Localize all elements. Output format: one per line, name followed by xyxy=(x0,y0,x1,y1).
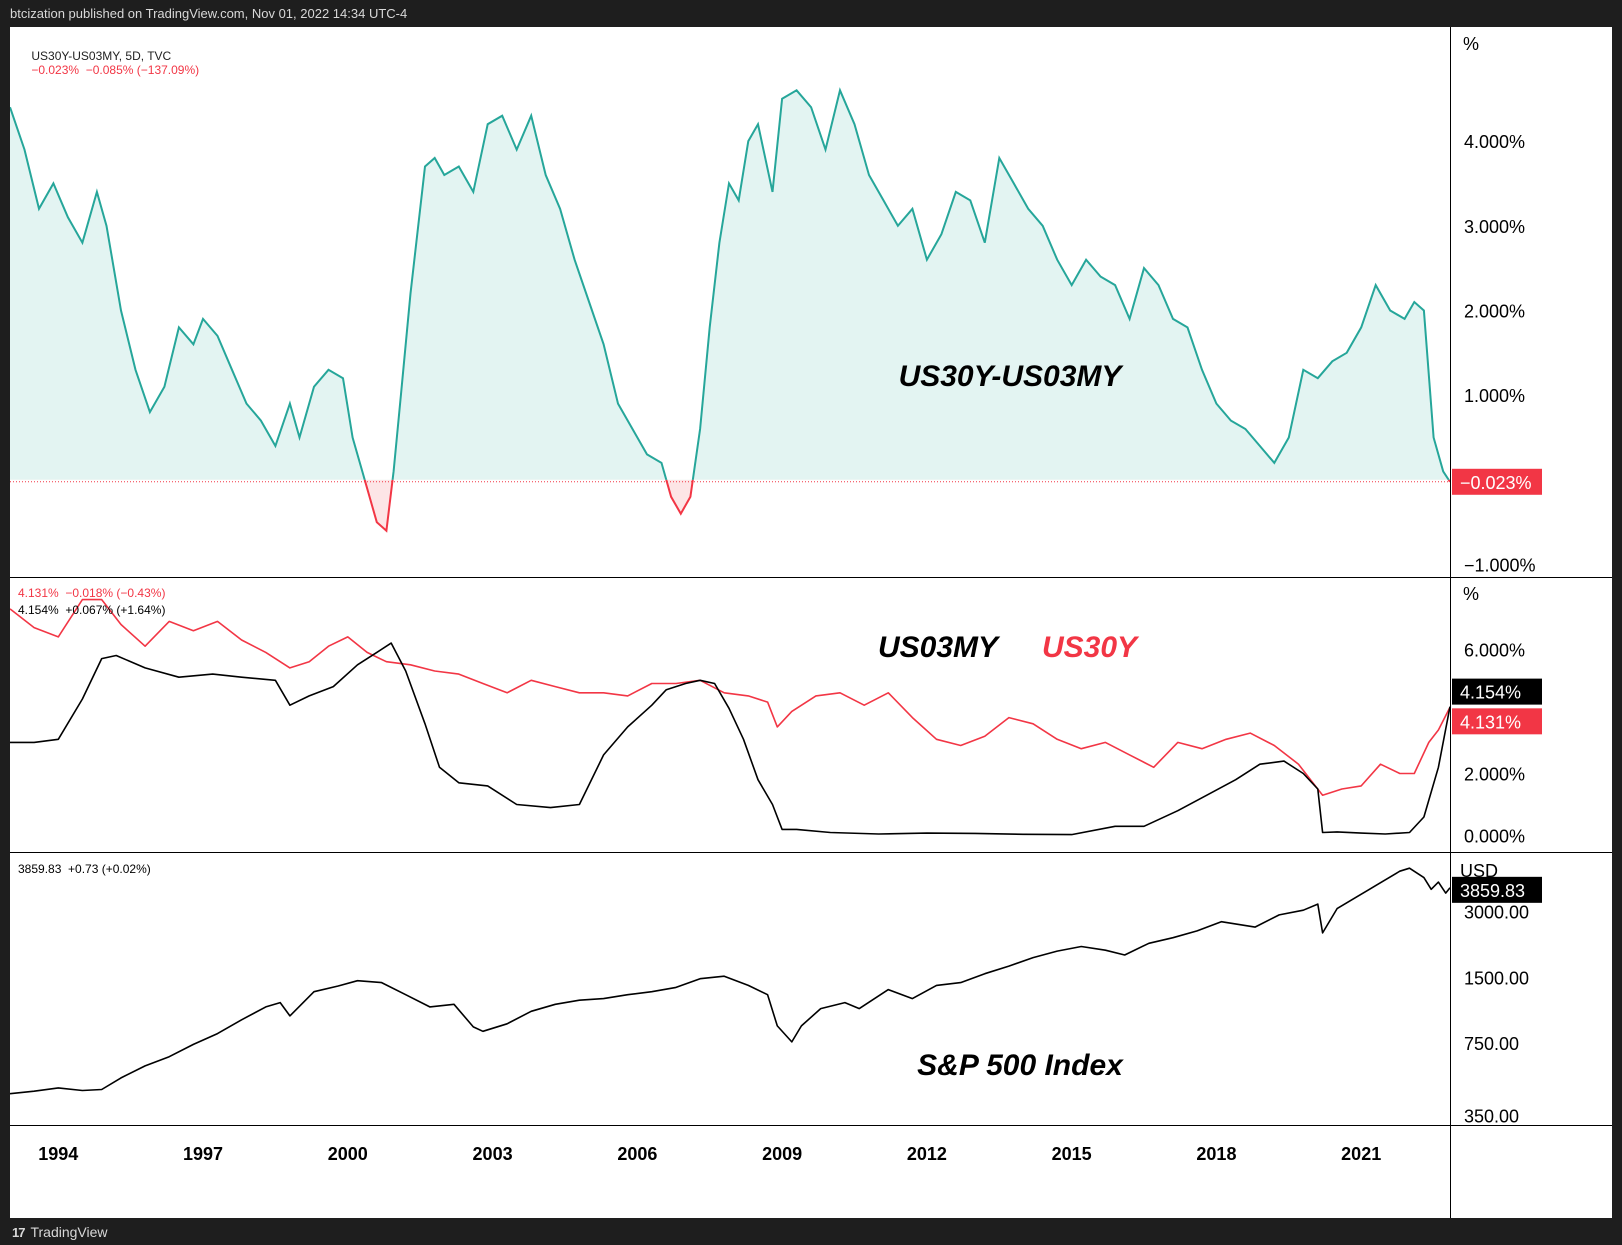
x-tick-label: 2012 xyxy=(907,1144,947,1164)
pane1-y-tick: 1.000% xyxy=(1464,386,1525,406)
pane3-y-tick: 1500.00 xyxy=(1464,968,1529,988)
us30y-annotation: US30Y xyxy=(1042,631,1140,664)
pane1-y-tick: 2.000% xyxy=(1464,301,1525,321)
x-tick-label: 2021 xyxy=(1341,1144,1381,1164)
pane1-legend: US30Y-US03MY, 5D, TVC −0.023% −0.085% (−… xyxy=(18,35,199,91)
sp500-annotation: S&P 500 Index xyxy=(917,1049,1124,1082)
pane2-us03my-value-label: 4.154% xyxy=(1460,683,1521,703)
pane2-y-tick: 6.000% xyxy=(1464,640,1525,660)
x-tick-label: 1997 xyxy=(183,1144,223,1164)
spread-area-positive xyxy=(10,90,1450,480)
spread-line-positive xyxy=(10,87,1450,480)
x-tick-label: 2003 xyxy=(473,1144,513,1164)
pane2-legend-us03my: 4.154% +0.067% (+1.64%) xyxy=(18,603,166,617)
pane1-y-tick: −1.000% xyxy=(1464,556,1536,576)
pane2-us03my-value-label-bg xyxy=(1452,678,1542,705)
pane1-unit-label: % xyxy=(1463,34,1479,54)
chart-area[interactable]: 4.000% 3.000% 2.000% 1.000% −1.000%% −0.023% U… xyxy=(10,27,1612,1218)
pane1-legend-symbol: US30Y-US03MY, 5D, TVC xyxy=(31,49,172,63)
publish-info: btcization published on TradingView.com,… xyxy=(10,6,408,21)
pane2-legend-us30y: 4.131% −0.018% (−0.43%) xyxy=(18,586,166,600)
pane2-y-tick: 0.000% xyxy=(1464,827,1525,847)
x-tick-label: 2006 xyxy=(617,1144,657,1164)
pane1-y-tick: 4.000% xyxy=(1464,132,1525,152)
us03my-line xyxy=(10,642,1451,836)
us03my-annotation: US03MY xyxy=(878,631,1001,664)
pane3-y-tick: 750.00 xyxy=(1464,1034,1519,1054)
x-tick-label: 2000 xyxy=(328,1144,368,1164)
pane1-last-value-label: −0.023% xyxy=(1460,473,1532,493)
pane3-legend: 3859.83 +0.73 (+0.02%) xyxy=(18,862,151,876)
pane3-last-value-label-bg xyxy=(1452,876,1542,903)
tradingview-brand-label: TradingView xyxy=(30,1224,108,1240)
x-tick-label: 2015 xyxy=(1052,1144,1092,1164)
tradingview-logo-icon: 17 xyxy=(12,1224,26,1240)
x-tick-label: 1994 xyxy=(38,1144,78,1164)
pane1-last-value-label-bg xyxy=(1452,468,1542,495)
x-tick-label: 2009 xyxy=(762,1144,802,1164)
pane3-last-value-label: 3859.83 xyxy=(1460,881,1525,901)
chart-svg[interactable]: 4.000% 3.000% 2.000% 1.000% −1.000%% −0.023% U… xyxy=(10,27,1612,1218)
pane3-unit-label: USD xyxy=(1460,861,1498,881)
x-tick-label: 2018 xyxy=(1196,1144,1236,1164)
tradingview-brand[interactable]: 17 TradingView xyxy=(12,1224,108,1240)
pane1-y-tick: 3.000% xyxy=(1464,217,1525,237)
pane2-unit-label: % xyxy=(1463,584,1479,604)
pane2-y-tick: 2.000% xyxy=(1464,764,1525,784)
pane2-us30y-value-label-bg xyxy=(1452,708,1542,735)
spread-annotation: US30Y-US03MY xyxy=(899,360,1125,393)
sp500-line xyxy=(10,867,1451,1095)
footer-bar: 17 TradingView xyxy=(0,1218,1622,1245)
pane3-y-tick: 350.00 xyxy=(1464,1106,1519,1126)
us30y-line xyxy=(10,598,1451,796)
pane3-y-tick: 3000.00 xyxy=(1464,903,1529,923)
pane2-us30y-value-label: 4.131% xyxy=(1460,712,1521,732)
header-bar: btcization published on TradingView.com,… xyxy=(0,0,1622,27)
pane1-legend-change: −0.023% −0.085% (−137.09%) xyxy=(31,63,200,77)
